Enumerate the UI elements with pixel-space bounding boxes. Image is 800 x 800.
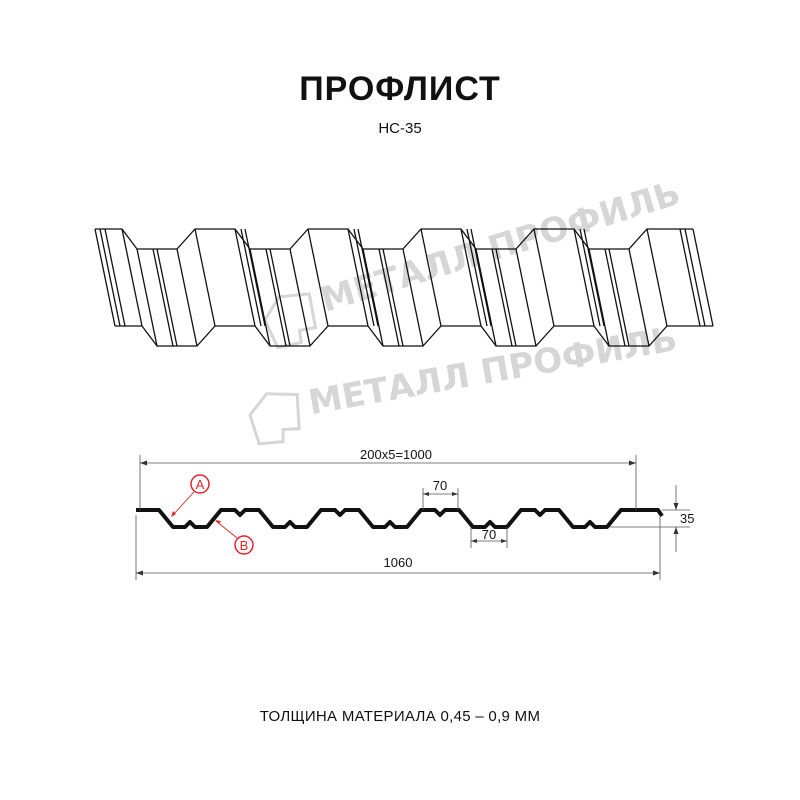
sheet-rib-line bbox=[628, 248, 650, 347]
sheet-rib-line bbox=[176, 248, 198, 347]
sheet-stiffener-line bbox=[466, 228, 488, 327]
sheet-rib-line bbox=[94, 228, 116, 327]
sheet-stiffener-line bbox=[495, 248, 517, 347]
material-thickness-note: ТОЛЩИНА МАТЕРИАЛА 0,45 – 0,9 ММ bbox=[259, 708, 541, 725]
width-dimension-label: 1060 bbox=[384, 555, 413, 570]
sheet-stiffener-line bbox=[470, 228, 492, 327]
bottom-flat-label: 70 bbox=[482, 527, 496, 542]
sheet-rib-line bbox=[533, 228, 555, 327]
sheet-stiffener-line bbox=[679, 228, 701, 327]
sheet-rib-line bbox=[515, 248, 537, 347]
sheet-stiffener-line bbox=[353, 228, 375, 327]
sheet-rib-line bbox=[194, 228, 216, 327]
sheet-stiffener-line bbox=[604, 248, 626, 347]
marker-b-label: B bbox=[240, 538, 249, 553]
sheet-rib-line bbox=[362, 248, 384, 347]
sheet-rib-line bbox=[121, 228, 143, 327]
sheet-rib-line bbox=[646, 228, 668, 327]
sheet-stiffener-line bbox=[491, 248, 513, 347]
sheet-3d-view bbox=[94, 228, 714, 347]
sheet-rib-line bbox=[234, 228, 256, 327]
sheet-rib-line bbox=[307, 228, 329, 327]
sheet-stiffener-line bbox=[99, 228, 121, 327]
pitch-dimension-label: 200x5=1000 bbox=[360, 447, 432, 462]
sheet-rib-line bbox=[573, 228, 595, 327]
sheet-stiffener-line bbox=[244, 228, 266, 327]
sheet-stiffener-line bbox=[684, 228, 706, 327]
sheet-rib-line bbox=[289, 248, 311, 347]
profile-line bbox=[136, 508, 664, 529]
sheet-stiffener-line bbox=[265, 248, 287, 347]
height-label: 35 bbox=[680, 511, 694, 526]
sheet-rib-line bbox=[347, 228, 369, 327]
sheet-rib-line bbox=[692, 228, 714, 327]
watermark-text: МЕТАЛЛ ПРОФИЛЬ bbox=[316, 173, 685, 320]
sheet-stiffener-line bbox=[156, 248, 178, 347]
sheet-stiffener-line bbox=[357, 228, 379, 327]
dimension-lines bbox=[135, 455, 690, 580]
sheet-stiffener-line bbox=[240, 228, 262, 327]
top-flat-label: 70 bbox=[433, 478, 447, 493]
sheet-stiffener-line bbox=[152, 248, 174, 347]
sheet-stiffener-line bbox=[583, 228, 605, 327]
sheet-rib-line bbox=[402, 248, 424, 347]
marker-a: A bbox=[171, 474, 210, 517]
sheet-stiffener-line bbox=[579, 228, 601, 327]
sheet-rib-line bbox=[136, 248, 158, 347]
sheet-stiffener-line bbox=[608, 248, 630, 347]
sheet-stiffener-line bbox=[269, 248, 291, 347]
watermark-bottom: МЕТАЛЛ ПРОФИЛЬ bbox=[248, 319, 680, 446]
sheet-rib-line bbox=[475, 248, 497, 347]
sheet-stiffener-line bbox=[382, 248, 404, 347]
marker-b: B bbox=[215, 520, 254, 555]
page-title: ПРОФЛИСТ bbox=[299, 70, 501, 108]
sheet-stiffener-line bbox=[378, 248, 400, 347]
watermark-text: МЕТАЛЛ ПРОФИЛЬ bbox=[305, 319, 680, 423]
profile-section bbox=[136, 508, 664, 529]
model-subtitle: НС-35 bbox=[378, 120, 422, 137]
dimension-arrows bbox=[136, 460, 679, 576]
sheet-rib-line bbox=[420, 228, 442, 327]
marker-a-label: A bbox=[196, 477, 205, 492]
sheet-rib-line bbox=[249, 248, 271, 347]
sheet-stiffener-line bbox=[104, 228, 126, 327]
sheet-rib-line bbox=[460, 228, 482, 327]
sheet-rib-line bbox=[588, 248, 610, 347]
